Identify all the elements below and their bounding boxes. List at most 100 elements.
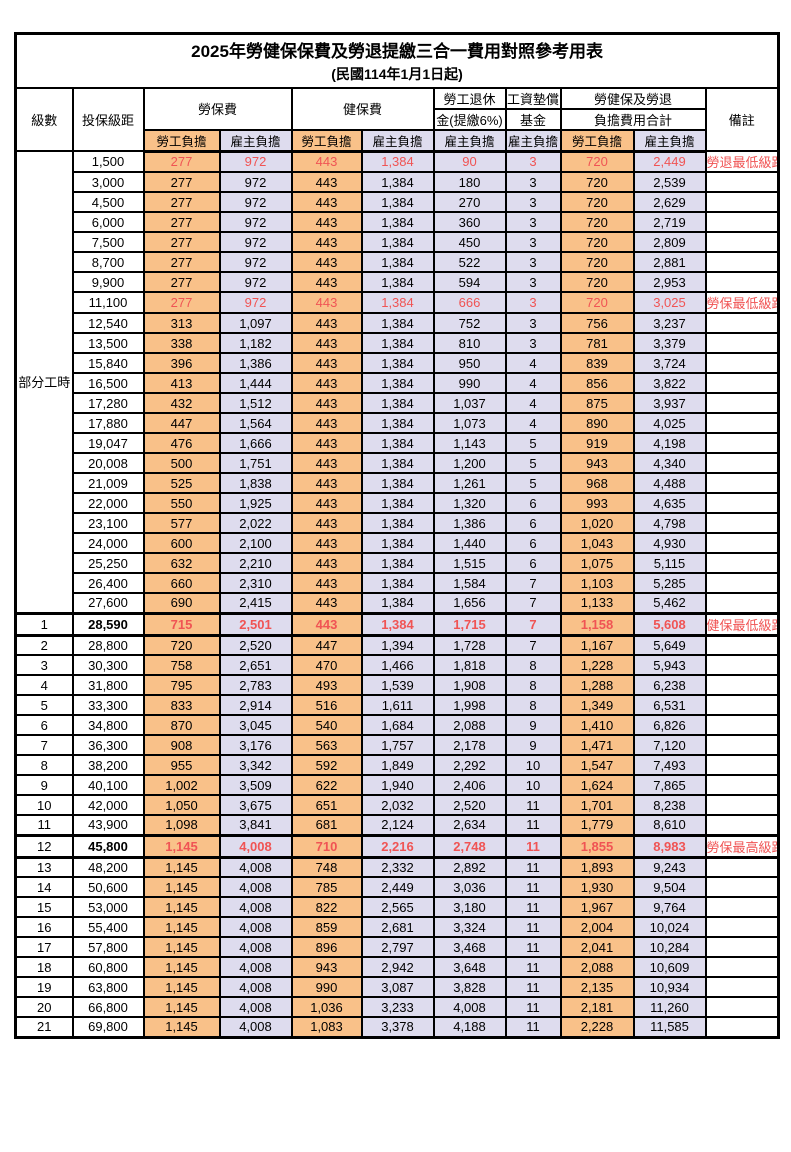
cell-remark (704, 191, 780, 213)
cell-labor-employer: 3,509 (218, 774, 293, 796)
cell-pension-employer: 2,634 (432, 814, 507, 836)
cell-total-employee: 2,135 (559, 976, 635, 998)
cell-wage-fund-employer: 11 (504, 996, 562, 1018)
cell-health-employee: 651 (290, 794, 363, 816)
cell-labor-employee: 1,002 (142, 774, 221, 796)
cell-health-employer: 2,124 (360, 814, 435, 836)
cell-total-employee: 1,075 (559, 552, 635, 574)
cell-wage-fund-employer: 11 (504, 956, 562, 978)
cell-bracket: 30,300 (71, 654, 145, 676)
cell-labor-employee: 908 (142, 734, 221, 756)
table-row: 25,250 632 2,210 443 1,384 1,515 6 1,075 5,115 (16, 552, 780, 574)
cell-health-employer: 1,849 (360, 754, 435, 776)
cell-total-employer: 10,934 (632, 976, 707, 998)
cell-total-employee: 720 (559, 211, 635, 233)
cell-health-employee: 443 (290, 271, 363, 293)
cell-labor-employee: 1,145 (142, 976, 221, 998)
cell-bracket: 43,900 (71, 814, 145, 836)
cell-level: 8 (14, 754, 74, 776)
cell-health-employee: 470 (290, 654, 363, 676)
cell-remark (704, 171, 780, 193)
table-row: 部分工時 1,500 277 972 443 1,384 90 3 720 2,449 勞退最低級距 (14, 150, 780, 614)
cell-labor-employer: 2,520 (218, 634, 293, 656)
cell-wage-fund-employer: 6 (504, 512, 562, 534)
cell-health-employer: 1,384 (360, 191, 435, 213)
cell-wage-fund-employer: 9 (504, 734, 562, 756)
table-row: 9 40,100 1,002 3,509 622 1,940 2,406 10 1,624 7,8… (14, 774, 780, 796)
cell-level: 5 (14, 694, 74, 716)
cell-total-employer: 10,024 (632, 916, 707, 938)
table-row: 12,540 313 1,097 443 1,384 752 3 756 3,237 (16, 312, 780, 334)
cell-pension-employer: 522 (432, 251, 507, 273)
cell-level: 1 (14, 611, 74, 637)
cell-health-employee: 443 (290, 392, 363, 414)
cell-wage-fund-employer: 7 (504, 634, 562, 656)
cell-total-employer: 4,340 (632, 452, 707, 474)
cell-remark (704, 352, 780, 374)
cell-bracket: 69,800 (71, 1016, 145, 1038)
cell-labor-employer: 4,008 (218, 916, 293, 938)
cell-total-employee: 968 (559, 472, 635, 494)
cell-pension-employer: 3,468 (432, 936, 507, 958)
cell-remark: 勞退最低級距 (704, 150, 780, 173)
cell-total-employer: 5,608 (632, 611, 707, 637)
cell-bracket: 22,000 (71, 492, 145, 514)
cell-pension-employer: 990 (432, 372, 507, 394)
table-row: 7 36,300 908 3,176 563 1,757 2,178 9 1,471 7,120 (14, 734, 780, 756)
title-cell: 2025年勞健保保費及勞退提繳三合一費用對照參考用表 (民國114年1月1日起) (14, 32, 780, 89)
cell-wage-fund-employer: 11 (504, 814, 562, 836)
header-level: 級數 (14, 86, 74, 152)
cell-wage-fund-employer: 7 (504, 611, 562, 637)
table-row: 23,100 577 2,022 443 1,384 1,386 6 1,020 4,798 (16, 512, 780, 534)
cell-health-employee: 443 (290, 312, 363, 334)
cell-wage-fund-employer: 7 (504, 572, 562, 594)
cell-total-employer: 7,493 (632, 754, 707, 776)
cell-health-employee: 443 (290, 332, 363, 354)
cell-labor-employer: 1,925 (218, 492, 293, 514)
header-row-subheader: 勞工負擔 雇主負擔 勞工負擔 雇主負擔 雇主負擔 雇主負擔 勞工負擔 雇主負擔 (16, 128, 779, 153)
cell-remark (704, 674, 780, 696)
cell-total-employee: 2,041 (559, 936, 635, 958)
cell-bracket: 38,200 (71, 754, 145, 776)
cell-wage-fund-employer: 5 (504, 452, 562, 474)
cell-total-employer: 6,826 (632, 714, 707, 736)
cell-wage-fund-employer: 11 (504, 1016, 562, 1038)
cell-bracket: 48,200 (71, 856, 145, 878)
cell-labor-employer: 2,022 (218, 512, 293, 534)
cell-bracket: 53,000 (71, 896, 145, 918)
header-row-group: 級數 投保級距 勞保費 健保費 勞工退休 工資墊償 勞健保及勞退 備註 (14, 86, 780, 152)
cell-health-employer: 1,394 (360, 634, 435, 656)
subheader-total-employee: 勞工負擔 (559, 128, 635, 153)
cell-total-employee: 919 (559, 432, 635, 454)
cell-total-employee: 1,103 (559, 572, 635, 594)
cell-wage-fund-employer: 4 (504, 412, 562, 434)
cell-pension-employer: 180 (432, 171, 507, 193)
cell-health-employee: 443 (290, 472, 363, 494)
cell-labor-employer: 3,045 (218, 714, 293, 736)
cell-bracket: 11,100 (71, 291, 145, 314)
cell-level: 17 (14, 936, 74, 958)
cell-remark (704, 634, 780, 656)
cell-labor-employer: 972 (218, 150, 293, 173)
cell-remark (704, 271, 780, 293)
cell-labor-employee: 1,145 (142, 916, 221, 938)
cell-total-employee: 839 (559, 352, 635, 374)
cell-labor-employee: 277 (142, 231, 221, 253)
cell-total-employee: 2,181 (559, 996, 635, 1018)
cell-total-employee: 1,779 (559, 814, 635, 836)
cell-health-employer: 2,565 (360, 896, 435, 918)
cell-wage-fund-employer: 11 (504, 916, 562, 938)
cell-total-employer: 2,719 (632, 211, 707, 233)
cell-total-employee: 1,349 (559, 694, 635, 716)
cell-level: 21 (14, 1016, 74, 1038)
cell-total-employer: 5,285 (632, 572, 707, 594)
cell-labor-employee: 795 (142, 674, 221, 696)
cell-wage-fund-employer: 3 (504, 291, 562, 314)
cell-bracket: 42,000 (71, 794, 145, 816)
cell-labor-employer: 1,386 (218, 352, 293, 374)
cell-bracket: 36,300 (71, 734, 145, 756)
table-row: 24,000 600 2,100 443 1,384 1,440 6 1,043 4,930 (16, 532, 780, 554)
cell-labor-employer: 1,666 (218, 432, 293, 454)
cell-labor-employee: 500 (142, 452, 221, 474)
cell-wage-fund-employer: 11 (504, 856, 562, 878)
